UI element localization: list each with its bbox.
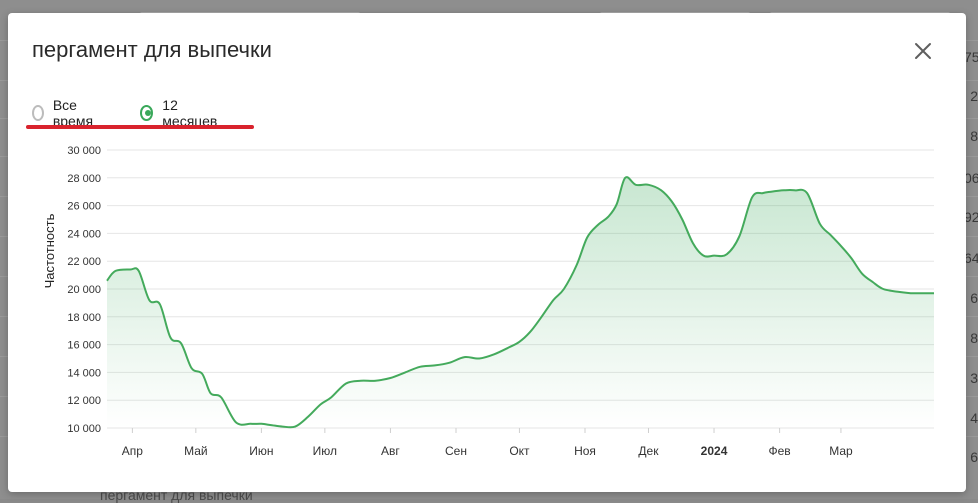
x-tick-label: 2024 xyxy=(701,444,728,458)
radio-circle-selected xyxy=(140,105,154,121)
x-tick-label: Дек xyxy=(638,444,659,458)
x-tick-label: Сен xyxy=(445,444,467,458)
backdrop-value: 06 xyxy=(964,170,978,186)
series-line xyxy=(106,176,934,429)
x-tick-label: Мар xyxy=(829,444,853,458)
y-tick-label: 20 000 xyxy=(67,284,101,296)
backdrop-value: 92 xyxy=(964,209,978,225)
y-tick-label: 12 000 xyxy=(67,395,101,407)
x-tick-label: Авг xyxy=(381,444,400,458)
close-button[interactable] xyxy=(911,39,935,63)
modal-title: пергамент для выпечки xyxy=(32,37,272,62)
x-axis-labels: Апр Май Июн Июл Авг Сен Окт Ноя Дек 2024 Фев Мар xyxy=(122,444,853,458)
x-tick-label: Фев xyxy=(769,444,791,458)
y-tick-label: 22 000 xyxy=(67,256,101,268)
backdrop-value: 64 xyxy=(964,250,978,266)
y-tick-label: 24 000 xyxy=(67,228,101,240)
chart-modal: пергамент для выпечки Все время 12 месяц… xyxy=(8,13,966,492)
backdrop-value: 3 xyxy=(970,370,978,386)
frequency-chart: 10 000 12 000 14 000 16 000 18 000 20 000 22 0… xyxy=(42,145,934,458)
close-icon xyxy=(915,43,931,59)
y-tick-label: 18 000 xyxy=(67,312,101,324)
backdrop-value: 8 xyxy=(970,128,978,144)
y-tick-label: 30 000 xyxy=(67,145,101,157)
x-tick-label: Апр xyxy=(122,444,144,458)
x-tick-label: Июл xyxy=(313,444,337,458)
y-tick-label: 16 000 xyxy=(67,340,101,352)
backdrop-value: 6 xyxy=(970,290,978,306)
x-tick-label: Окт xyxy=(509,444,530,458)
highlight-underline xyxy=(26,125,254,129)
backdrop-value: 6 xyxy=(970,449,978,465)
series-area-fill xyxy=(107,177,934,428)
y-axis-title: Частотность xyxy=(42,213,57,288)
y-tick-label: 10 000 xyxy=(67,423,101,435)
radio-circle xyxy=(32,105,44,121)
y-tick-label: 26 000 xyxy=(67,201,101,213)
backdrop-value: 8 xyxy=(970,330,978,346)
x-tick-label: Июн xyxy=(249,444,273,458)
backdrop-value: 75 xyxy=(964,49,978,65)
y-tick-label: 14 000 xyxy=(67,367,101,379)
backdrop-value: 2 xyxy=(970,88,978,104)
backdrop-value: 4 xyxy=(970,410,978,426)
y-tick-label: 28 000 xyxy=(67,173,101,185)
y-axis-labels: 10 000 12 000 14 000 16 000 18 000 20 000 22 0… xyxy=(67,145,101,435)
x-tick-label: Ноя xyxy=(574,444,596,458)
x-tick-label: Май xyxy=(184,444,208,458)
